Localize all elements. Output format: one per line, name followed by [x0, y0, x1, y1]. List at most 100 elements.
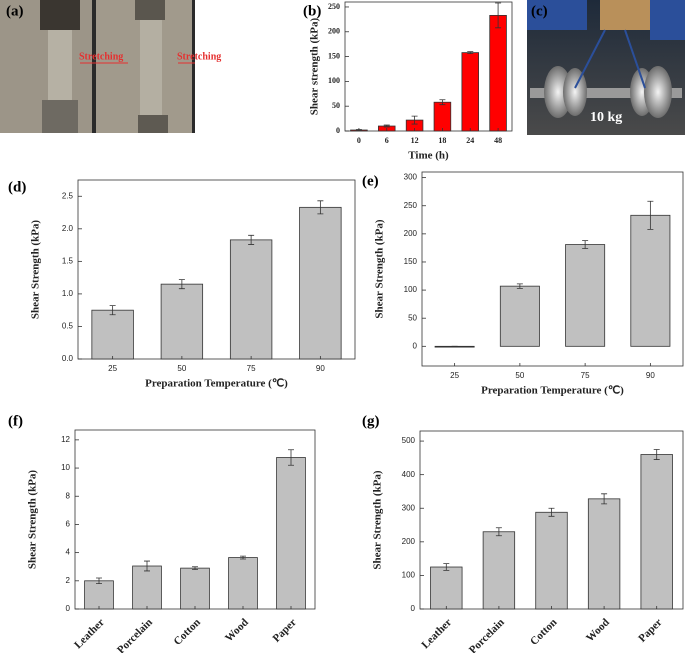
- bar: [276, 457, 306, 610]
- x-tick-label: Wood: [223, 616, 251, 644]
- y-tick-label: 150: [404, 257, 418, 266]
- y-tick-label: 0: [66, 604, 71, 613]
- error-bar: [192, 566, 198, 570]
- y-tick-label: 8: [66, 491, 71, 500]
- y-tick-label: 0: [413, 341, 418, 350]
- panel-label: (f): [8, 413, 23, 429]
- error-bar: [240, 555, 246, 560]
- x-axis-label: Preparation Temperature (℃): [481, 385, 624, 397]
- photo-a: [0, 0, 195, 133]
- photo-c: [527, 0, 685, 135]
- error-bar: [317, 200, 324, 215]
- bar: [640, 454, 673, 610]
- x-tick-label: 0: [357, 136, 361, 145]
- x-axis-label: Time (h): [408, 150, 449, 162]
- x-tick-label: 75: [581, 371, 590, 380]
- y-tick-label: 10: [61, 463, 70, 472]
- error-bar: [411, 115, 418, 125]
- x-tick-label: 18: [438, 136, 446, 145]
- y-tick-label: 200: [402, 537, 416, 546]
- panel-label: (e): [362, 173, 379, 189]
- error-bar: [144, 560, 150, 572]
- bar: [482, 531, 516, 610]
- x-tick-label: Cotton: [528, 616, 559, 647]
- y-tick-label: 12: [61, 435, 70, 444]
- x-tick-label: 6: [385, 136, 389, 145]
- x-tick-label: Paper: [271, 616, 299, 644]
- y-tick-label: 0.0: [62, 354, 74, 363]
- x-tick-label: 90: [316, 364, 325, 373]
- panel-label: (b): [303, 3, 321, 19]
- error-bar: [288, 449, 294, 466]
- error-bar: [443, 563, 450, 571]
- y-tick-label: 2.5: [62, 191, 74, 200]
- x-tick-label: 50: [177, 364, 186, 373]
- error-bar: [248, 234, 255, 245]
- y-axis-label: Shear Strength (kPa): [30, 220, 42, 320]
- error-bar: [383, 124, 390, 128]
- x-tick-label: Leather: [419, 616, 454, 651]
- error-bar: [601, 493, 608, 505]
- error-bar: [516, 283, 523, 289]
- error-bar: [495, 527, 502, 537]
- y-tick-label: 150: [328, 51, 340, 60]
- error-bar: [653, 449, 660, 460]
- bar: [228, 557, 258, 610]
- x-tick-label: Paper: [636, 616, 664, 644]
- y-tick-label: 50: [332, 101, 340, 110]
- bar: [587, 498, 621, 610]
- y-tick-label: 500: [402, 436, 416, 445]
- y-axis-label: Shear Strength (kPa): [27, 470, 39, 570]
- bar: [433, 101, 452, 132]
- x-tick-label: Porcelain: [467, 616, 507, 653]
- y-axis-label: Shear strength (kPa): [309, 17, 321, 115]
- bar: [489, 14, 507, 132]
- x-tick-label: 24: [466, 136, 474, 145]
- bar: [299, 206, 342, 360]
- y-tick-label: 250: [328, 2, 340, 11]
- y-tick-label: 100: [328, 76, 340, 85]
- bar: [430, 566, 463, 610]
- y-axis-label: Shear Strength (kPa): [372, 470, 384, 570]
- bar: [84, 580, 114, 610]
- bar: [535, 511, 568, 610]
- error-bar: [495, 2, 502, 29]
- y-axis-label: Shear Strength (kPa): [374, 219, 386, 319]
- x-tick-label: 90: [646, 371, 655, 380]
- bar: [160, 283, 204, 360]
- error-bar: [647, 200, 654, 230]
- error-bar: [109, 305, 116, 316]
- bar: [132, 565, 162, 610]
- panel-label: (d): [8, 179, 26, 195]
- panel-label: (c): [531, 3, 548, 19]
- y-tick-label: 0: [336, 126, 340, 135]
- bar: [461, 52, 479, 132]
- x-tick-label: Cotton: [172, 616, 203, 647]
- bar: [91, 309, 134, 360]
- y-tick-label: 50: [408, 313, 417, 322]
- x-tick-label: 12: [411, 136, 419, 145]
- bar: [499, 285, 540, 347]
- y-tick-label: 2: [66, 576, 71, 585]
- error-bar: [582, 240, 589, 249]
- plot-frame: [421, 171, 684, 367]
- bar: [630, 214, 671, 347]
- bar: [180, 567, 210, 610]
- error-bar: [467, 51, 474, 54]
- x-tick-label: 25: [108, 364, 117, 373]
- x-axis-label: Preparation Temperature (℃): [145, 378, 288, 390]
- x-tick-label: Porcelain: [115, 616, 155, 653]
- y-tick-label: 300: [402, 503, 416, 512]
- y-tick-label: 400: [402, 470, 416, 479]
- annotation: Stretching: [177, 51, 221, 62]
- error-bar: [439, 99, 446, 106]
- panel-label: (a): [6, 3, 24, 19]
- error-bar: [548, 507, 555, 517]
- plot-frame: [344, 1, 513, 132]
- y-tick-label: 100: [402, 571, 416, 580]
- error-bar: [96, 577, 102, 585]
- y-tick-label: 0: [411, 604, 416, 613]
- x-tick-label: 50: [515, 371, 524, 380]
- y-tick-label: 6: [66, 520, 71, 529]
